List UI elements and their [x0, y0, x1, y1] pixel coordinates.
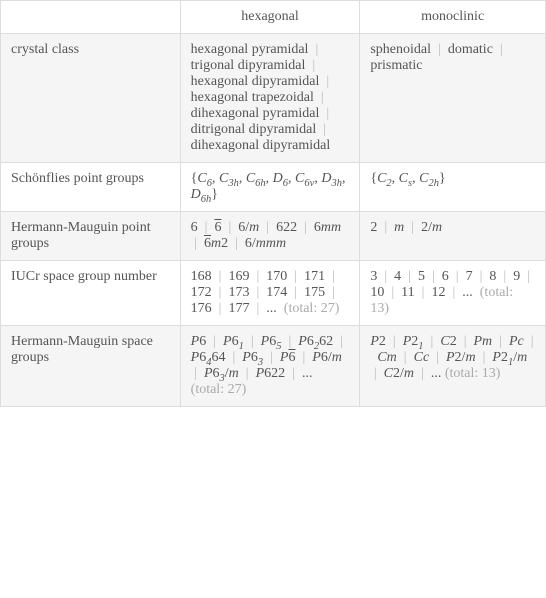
row-label-crystal-class: crystal class [1, 34, 181, 163]
cell-schonflies-mono: {C2, Cs, C2h} [360, 163, 546, 212]
header-empty [1, 1, 181, 34]
table-row: Schönflies point groups {C6, C3h, C6h, D… [1, 163, 546, 212]
table-row: crystal class hexagonal pyramidal | trig… [1, 34, 546, 163]
header-row: hexagonal monoclinic [1, 1, 546, 34]
cell-schonflies-hex: {C6, C3h, C6h, D6, C6v, D3h, D6h} [180, 163, 360, 212]
table-row: Hermann-Mauguin space groups P6 | P61 | … [1, 326, 546, 407]
cell-hermann-space-hex: P6 | P61 | P65 | P6262 | P6464 | P63 | P… [180, 326, 360, 407]
cell-hermann-point-hex: 6 | 6 | 6/m | 622 | 6mm | 6m2 | 6/mmm [180, 212, 360, 261]
cell-crystal-class-hex: hexagonal pyramidal | trigonal dipyramid… [180, 34, 360, 163]
table-row: IUCr space group number 168 | 169 | 170 … [1, 261, 546, 326]
header-monoclinic: monoclinic [360, 1, 546, 34]
cell-hermann-point-mono: 2 | m | 2/m [360, 212, 546, 261]
row-label-iucr: IUCr space group number [1, 261, 181, 326]
table-row: Hermann-Mauguin point groups 6 | 6 | 6/m… [1, 212, 546, 261]
row-label-schonflies: Schönflies point groups [1, 163, 181, 212]
header-hexagonal: hexagonal [180, 1, 360, 34]
row-label-hermann-space: Hermann-Mauguin space groups [1, 326, 181, 407]
cell-iucr-hex: 168 | 169 | 170 | 171 | 172 | 173 | 174 … [180, 261, 360, 326]
crystallography-table: hexagonal monoclinic crystal class hexag… [0, 0, 546, 407]
cell-hermann-space-mono: P2 | P21 | C2 | Pm | Pc | Cm | Cc | P2/m… [360, 326, 546, 407]
row-label-hermann-point: Hermann-Mauguin point groups [1, 212, 181, 261]
cell-crystal-class-mono: sphenoidal | domatic | prismatic [360, 34, 546, 163]
cell-iucr-mono: 3 | 4 | 5 | 6 | 7 | 8 | 9 | 10 | 11 | 12… [360, 261, 546, 326]
